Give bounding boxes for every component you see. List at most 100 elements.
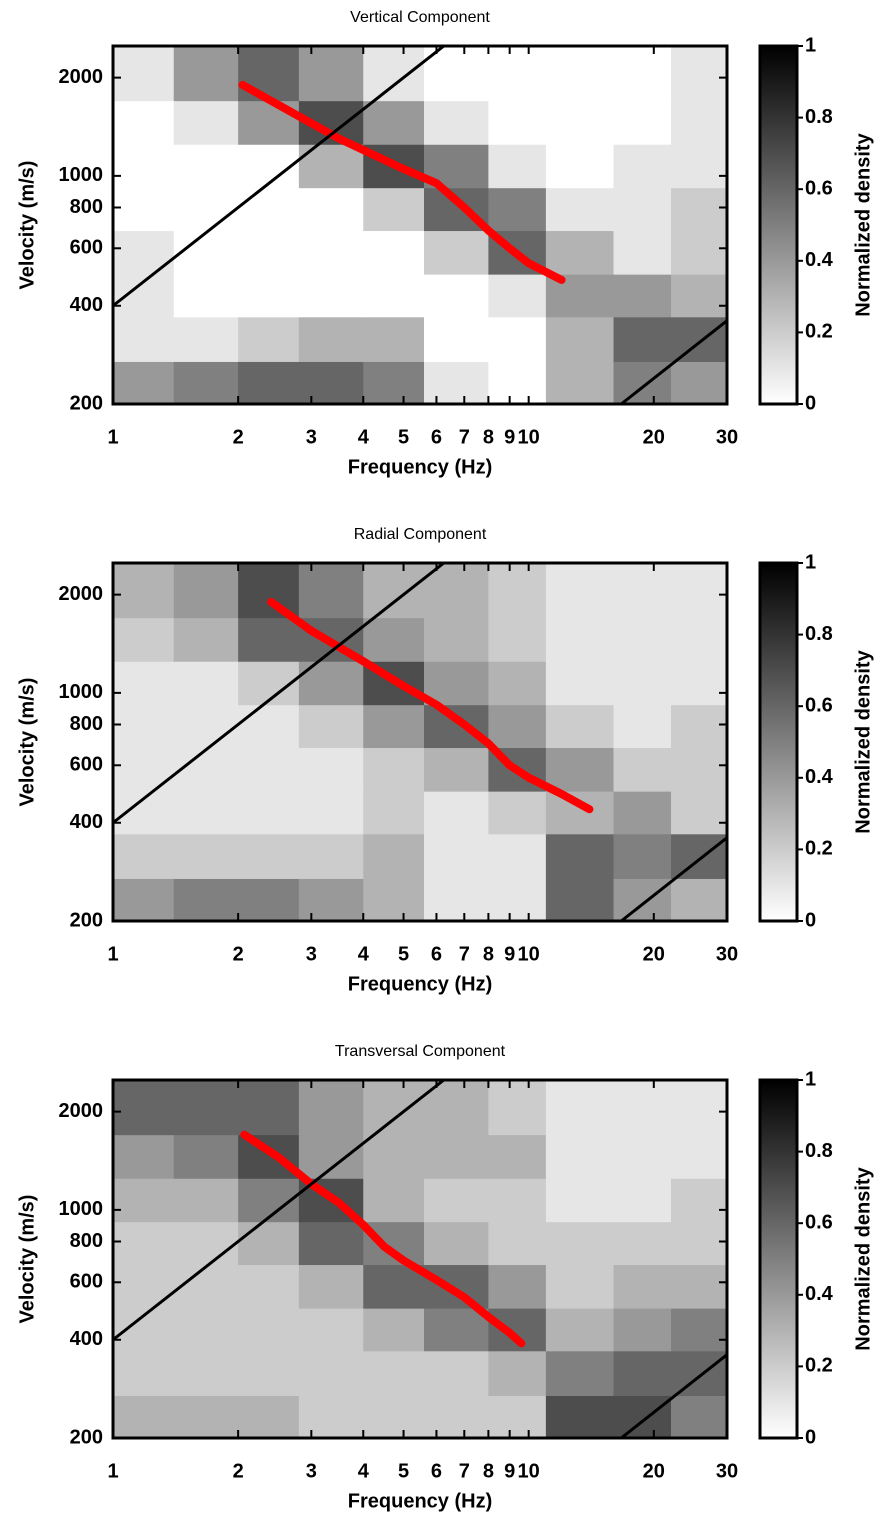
x-tick-label: 8 (483, 1460, 494, 1482)
heat-cell (613, 1395, 672, 1438)
heat-cell (671, 878, 727, 921)
colorbar-tick-label: 0.4 (805, 1283, 834, 1305)
y-tick-label: 600 (70, 237, 103, 259)
colorbar-tick-label: 0.6 (805, 1211, 833, 1233)
heat-cell (363, 274, 425, 318)
heat-cell (424, 1221, 489, 1266)
heat-cell (424, 1080, 489, 1136)
colorbar-tick-label: 0.4 (805, 249, 834, 271)
heat-cell (545, 747, 615, 792)
heat-cell (363, 46, 425, 102)
x-axis-label: Frequency (Hz) (348, 456, 492, 478)
heat-cell (238, 46, 300, 102)
heat-cell (113, 661, 175, 706)
y-tick-label: 800 (70, 196, 103, 218)
colorbar-label: Normalized density (852, 649, 874, 833)
y-tick-label: 800 (70, 713, 103, 735)
heat-cell (363, 1350, 425, 1396)
y-axis-label: Velocity (m/s) (16, 1195, 38, 1324)
heat-cell (671, 230, 727, 275)
heat-cell (424, 1395, 489, 1438)
heat-cell (545, 1178, 615, 1223)
colorbar-label: Normalized density (852, 1166, 874, 1350)
heat-cell (545, 791, 615, 835)
heat-cell (488, 1395, 547, 1438)
heat-cell (298, 230, 364, 275)
x-tick-label: 3 (306, 1460, 317, 1482)
heat-cell (488, 878, 547, 921)
heat-cell (613, 878, 672, 921)
heat-cell (298, 361, 364, 404)
heat-cell (113, 1395, 175, 1438)
heat-cell (238, 617, 300, 662)
colorbar-tick-label: 0.2 (805, 1355, 833, 1377)
heat-cell (363, 1080, 425, 1136)
heat-cell (545, 1080, 615, 1136)
y-tick-label: 2000 (59, 1100, 104, 1122)
heat-cell (173, 563, 239, 619)
heat-cell (488, 361, 547, 404)
heat-cell (363, 1134, 425, 1179)
heat-cell (671, 274, 727, 318)
heat-cell (545, 833, 615, 879)
x-tick-label: 9 (504, 1460, 515, 1482)
colorbar-tick-label: 0.2 (805, 321, 833, 343)
y-tick-label: 200 (70, 909, 103, 931)
heat-cell (488, 274, 547, 318)
x-tick-label: 2 (233, 1460, 244, 1482)
heat-cell (424, 1134, 489, 1179)
heat-cell (613, 833, 672, 879)
heat-cell (238, 833, 300, 879)
plot-area (113, 1080, 727, 1438)
heat-cell (173, 274, 239, 318)
colorbar (758, 561, 799, 923)
y-tick-label: 600 (70, 1271, 103, 1293)
colorbar-tick-label: 0.6 (805, 177, 833, 199)
heat-cell (173, 1134, 239, 1179)
colorbar-tick-label: 0.8 (805, 623, 833, 645)
heat-cell (298, 316, 364, 362)
heat-cell (173, 617, 239, 662)
x-tick-label: 8 (483, 426, 494, 448)
heat-cell (488, 617, 547, 662)
colorbar-tick-label: 1 (805, 1068, 816, 1090)
heat-cell (113, 361, 175, 404)
heat-cell (671, 1178, 727, 1223)
heat-cell (113, 187, 175, 232)
heat-cell (545, 230, 615, 275)
plot-frame (111, 1078, 729, 1440)
heat-cell (363, 704, 425, 749)
heat-cell (671, 1264, 727, 1309)
heat-cell (488, 187, 547, 232)
heat-cell (613, 661, 672, 706)
heat-cell (238, 1264, 300, 1309)
heat-cell (238, 747, 300, 792)
heat-cell (613, 1264, 672, 1309)
heat-cell (113, 704, 175, 749)
heat-cell (488, 1264, 547, 1309)
heat-cell (671, 791, 727, 835)
heat-cell (424, 617, 489, 662)
heat-cell (424, 1264, 489, 1309)
panel: 1 2 3 4 5 6 7 8 9 10 20 3020040060080010002000Verti… (16, 9, 874, 478)
x-tick-label: 2 (233, 943, 244, 965)
y-axis-label: Velocity (m/s) (16, 678, 38, 807)
x-tick-label: 4 (358, 1460, 370, 1482)
y-tick-label: 2000 (59, 583, 104, 605)
heat-cell (545, 563, 615, 619)
colorbar-tick-label: 1 (805, 34, 816, 56)
heat-cell (363, 833, 425, 879)
heat-cell (613, 274, 672, 318)
heat-cell (238, 361, 300, 404)
heat-cell (363, 878, 425, 921)
heat-cell (173, 661, 239, 706)
heat-cell (613, 1178, 672, 1223)
heat-cell (298, 563, 364, 619)
heat-cell (173, 1080, 239, 1136)
y-tick-label: 600 (70, 754, 103, 776)
x-tick-label: 6 (431, 1460, 442, 1482)
colorbar-tick-label: 0.4 (805, 766, 834, 788)
heat-cell (671, 187, 727, 232)
heat-cell (613, 187, 672, 232)
